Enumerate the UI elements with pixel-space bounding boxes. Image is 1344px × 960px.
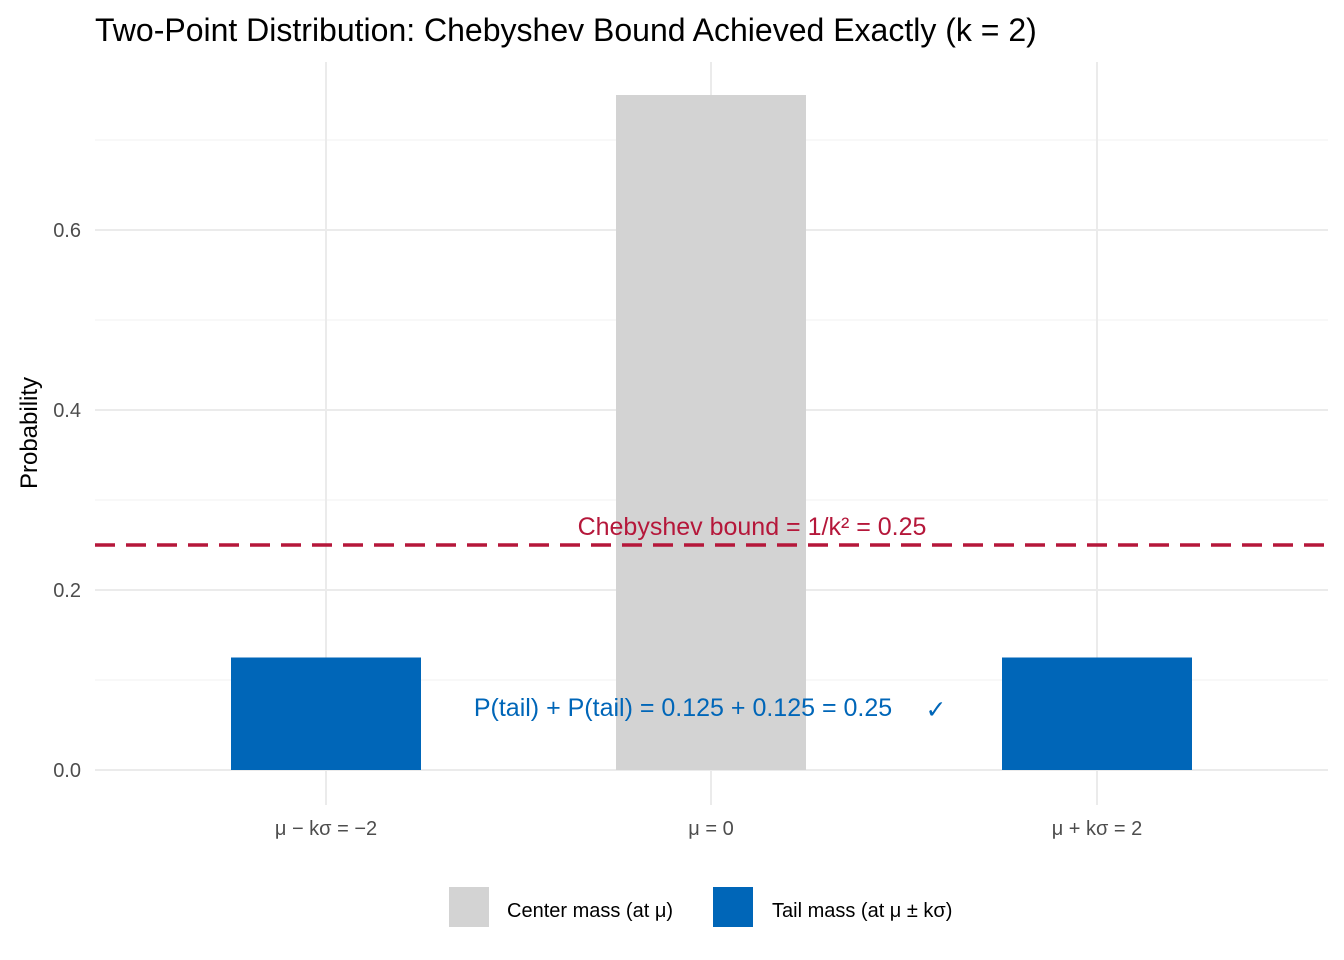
legend-swatch-tail xyxy=(713,887,753,927)
legend-swatch-center xyxy=(449,887,489,927)
chart-title: Two-Point Distribution: Chebyshev Bound … xyxy=(95,12,1037,48)
legend-label-center: Center mass (at μ) xyxy=(507,900,673,922)
annotation-text: P(tail) + P(tail) = 0.125 + 0.125 = 0.25 xyxy=(474,694,892,722)
y-tick-label: 0.0 xyxy=(53,760,81,782)
x-tick-label: μ = 0 xyxy=(688,818,733,840)
y-tick-label: 0.4 xyxy=(53,400,81,422)
bar-tail xyxy=(231,657,421,770)
y-tick-labels: 0.0 0.2 0.4 0.6 xyxy=(53,220,81,782)
x-tick-label: μ − kσ = −2 xyxy=(275,818,377,840)
x-tick-label: μ + kσ = 2 xyxy=(1052,818,1143,840)
bars xyxy=(231,95,1192,770)
x-tick-labels: μ − kσ = −2 μ = 0 μ + kσ = 2 xyxy=(275,818,1142,840)
legend-label-tail: Tail mass (at μ ± kσ) xyxy=(772,900,952,922)
check-mark-icon: ✓ xyxy=(926,696,947,724)
reference-line-group: Chebyshev bound = 1/k² = 0.25 xyxy=(95,513,1328,547)
bar-tail xyxy=(1002,657,1192,770)
reference-line-label: Chebyshev bound = 1/k² = 0.25 xyxy=(578,513,927,541)
bar-center xyxy=(616,95,806,770)
y-tick-label: 0.2 xyxy=(53,580,81,602)
annotation-group: P(tail) + P(tail) = 0.125 + 0.125 = 0.25… xyxy=(474,694,947,724)
legend: Center mass (at μ) Tail mass (at μ ± kσ) xyxy=(449,887,952,927)
y-axis-title: Probability xyxy=(16,377,43,489)
y-tick-label: 0.6 xyxy=(53,220,81,242)
